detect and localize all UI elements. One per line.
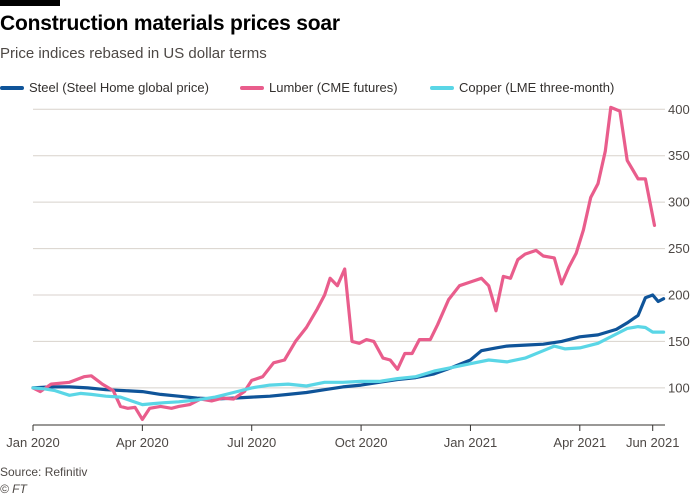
chart-title: Construction materials prices soar — [0, 12, 340, 35]
series-line-copper — [31, 325, 666, 407]
legend-label-steel: Steel (Steel Home global price) — [29, 80, 209, 95]
y-tick-label-100: 100 — [668, 380, 690, 395]
x-tick-label-2: Jul 2020 — [227, 435, 276, 450]
legend-label-copper: Copper (LME three-month) — [459, 80, 615, 95]
x-tick-label-4: Jan 2021 — [444, 435, 498, 450]
legend-swatch-lumber — [240, 85, 264, 90]
y-tick-label-300: 300 — [668, 195, 690, 210]
y-tick-label-150: 150 — [668, 334, 690, 349]
ft-top-bar — [0, 0, 60, 6]
legend-item-lumber: Lumber (CME futures) — [240, 80, 398, 95]
chart-subtitle: Price indices rebased in US dollar terms — [0, 45, 267, 62]
x-tick-label-3: Oct 2020 — [335, 435, 388, 450]
legend-swatch-steel — [0, 85, 24, 90]
x-tick-label-1: Apr 2020 — [116, 435, 169, 450]
source-note: Source: Refinitiv — [0, 465, 88, 479]
legend-label-lumber: Lumber (CME futures) — [269, 80, 398, 95]
x-tick-label-0: Jan 2020 — [6, 435, 60, 450]
y-tick-label-250: 250 — [668, 241, 690, 256]
x-tick-label-6: Jun 2021 — [626, 435, 680, 450]
ft-credit: © FT — [0, 482, 27, 496]
y-tick-label-400: 400 — [668, 102, 690, 117]
y-tick-label-200: 200 — [668, 288, 690, 303]
y-tick-label-350: 350 — [668, 148, 690, 163]
x-tick-label-5: Apr 2021 — [553, 435, 606, 450]
series-line-lumber — [31, 105, 657, 421]
legend-swatch-copper — [430, 85, 454, 90]
legend-item-steel: Steel (Steel Home global price) — [0, 80, 209, 95]
legend-item-copper: Copper (LME three-month) — [430, 80, 614, 95]
